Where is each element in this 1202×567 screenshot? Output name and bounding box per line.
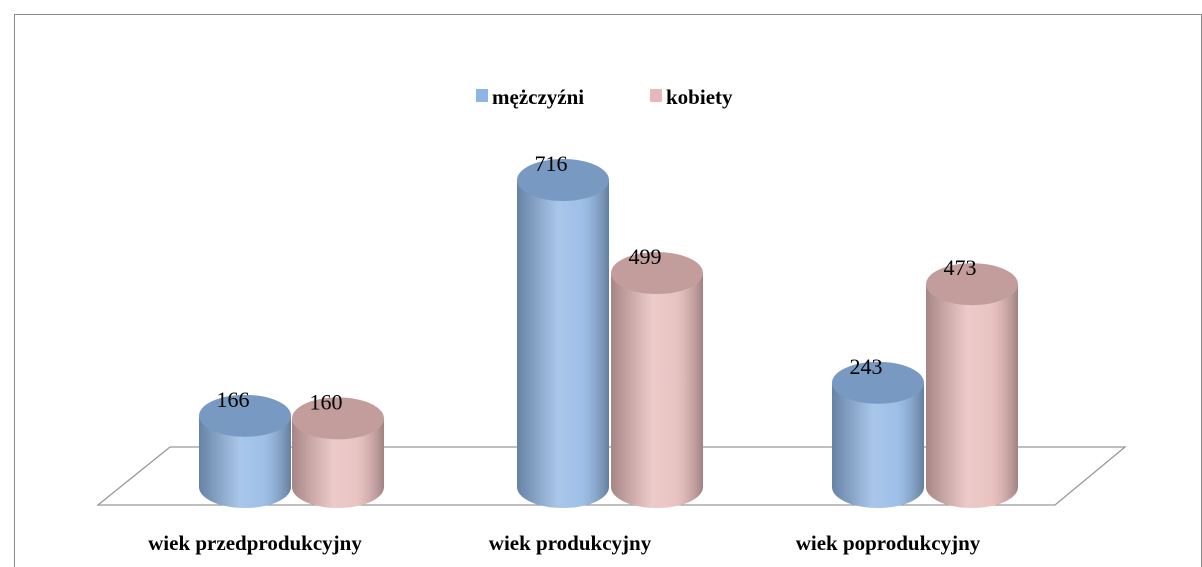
cylinder bbox=[517, 159, 609, 508]
cylinder-shade bbox=[926, 284, 1018, 508]
cylinder bbox=[611, 252, 703, 508]
plot bbox=[199, 159, 1018, 508]
cylinder-top-shade bbox=[926, 263, 1018, 306]
legend-label: mężczyźni bbox=[492, 85, 584, 109]
cylinder bbox=[926, 263, 1018, 508]
data-label: 499 bbox=[629, 244, 662, 269]
cylinder-top-shade bbox=[832, 361, 924, 404]
cylinder-top bbox=[611, 252, 703, 295]
legend-label: kobiety bbox=[666, 85, 733, 109]
cylinder-shade bbox=[517, 180, 609, 508]
cylinder bbox=[832, 361, 924, 508]
cylinder-shade bbox=[832, 382, 924, 508]
legend-swatch bbox=[650, 89, 662, 102]
cylinder-shade bbox=[199, 415, 291, 508]
cylinder bbox=[292, 397, 384, 508]
x-tick-label: wiek poprodukcyjny bbox=[796, 531, 981, 555]
x-tick-label: wiek przedprodukcyjny bbox=[148, 531, 362, 555]
cylinder-top-shade bbox=[199, 394, 291, 437]
cylinder-top bbox=[517, 159, 609, 201]
data-label: 716 bbox=[535, 151, 568, 176]
cylinder-top-shade bbox=[517, 159, 609, 201]
cylinder-shade bbox=[611, 273, 703, 508]
cylinder-top bbox=[199, 394, 291, 437]
cylinder bbox=[199, 394, 291, 508]
legend-swatch bbox=[476, 89, 488, 102]
cylinder-shade bbox=[292, 418, 384, 508]
data-label: 473 bbox=[944, 255, 977, 280]
data-label: 160 bbox=[310, 389, 343, 414]
cylinder-top bbox=[292, 397, 384, 440]
data-label: 243 bbox=[850, 354, 883, 379]
cylinder-top bbox=[926, 263, 1018, 306]
cylinder-top bbox=[832, 361, 924, 404]
cylinder-top-shade bbox=[292, 397, 384, 440]
cylinder-top-shade bbox=[611, 252, 703, 295]
x-tick-label: wiek produkcyjny bbox=[489, 531, 652, 555]
data-label: 166 bbox=[217, 387, 250, 412]
